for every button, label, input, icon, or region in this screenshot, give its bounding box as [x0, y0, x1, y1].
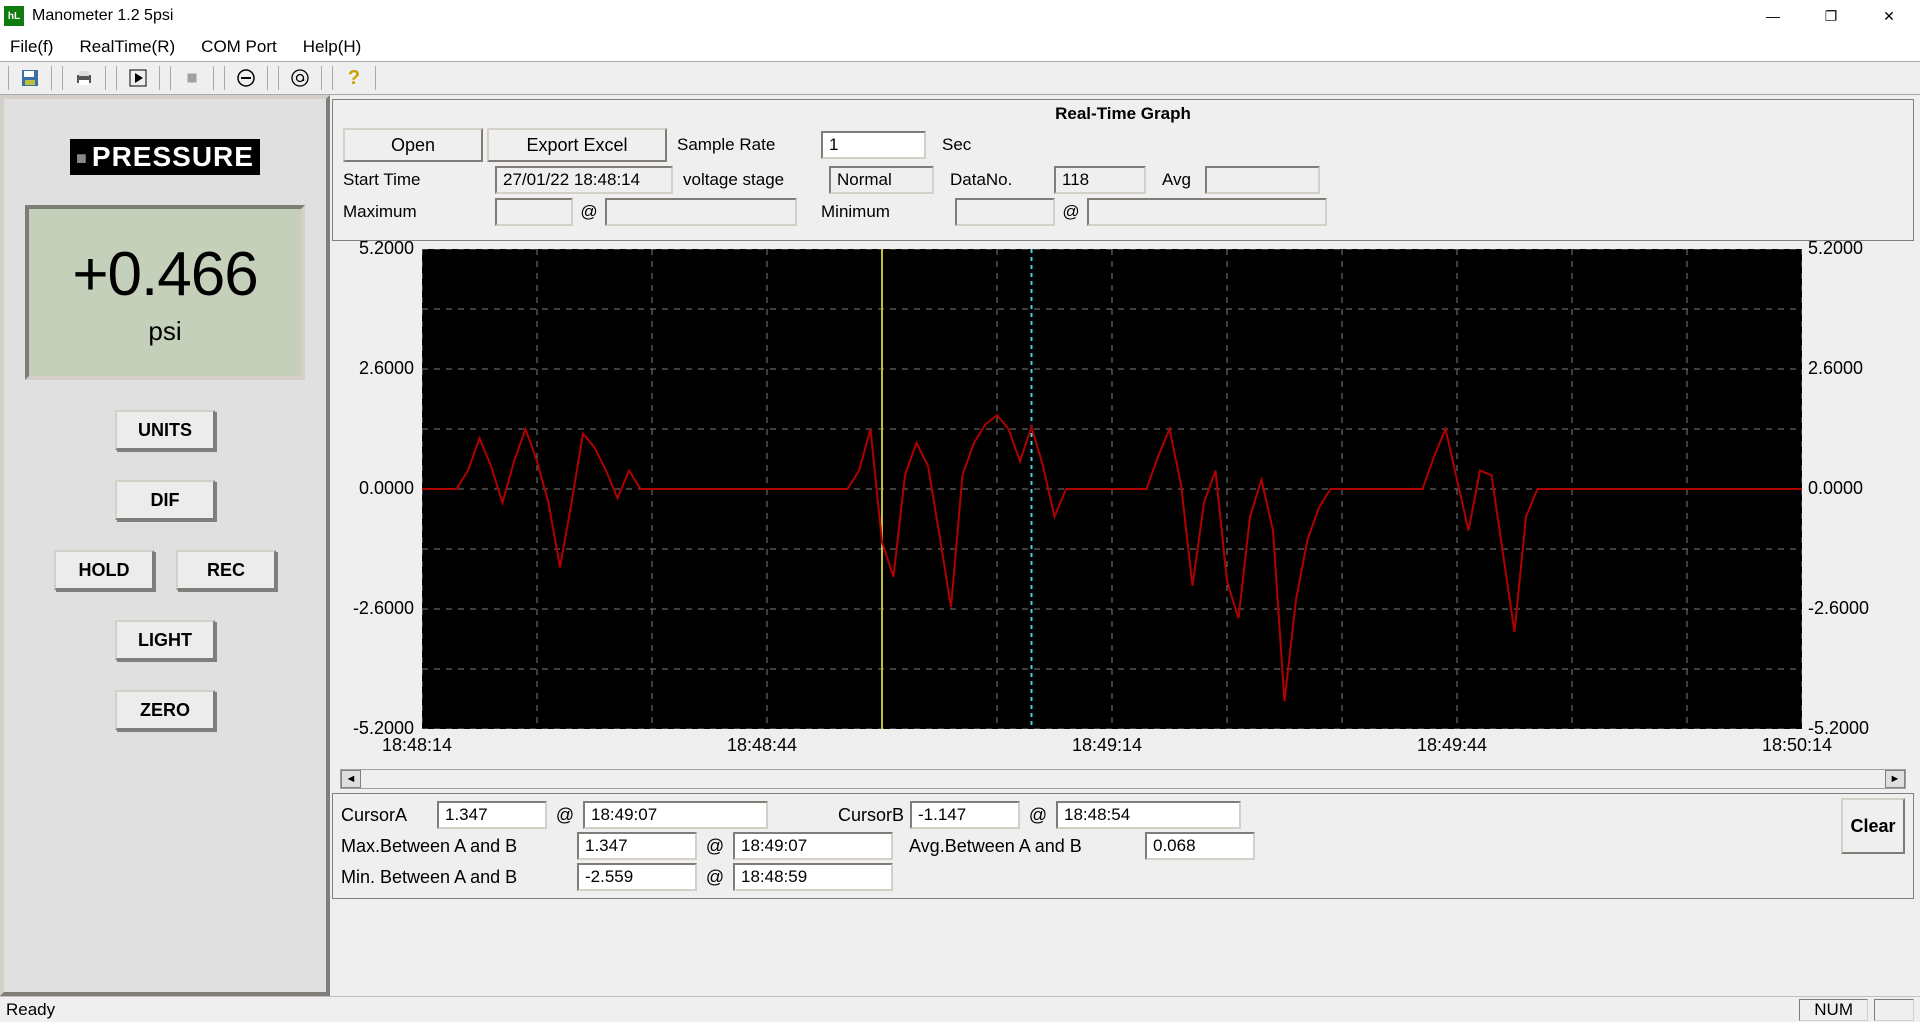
voltage-stage-label: voltage stage — [683, 170, 825, 190]
minus-circle-icon[interactable] — [231, 65, 261, 91]
save-icon[interactable] — [15, 65, 45, 91]
at-symbol-max: @ — [703, 836, 727, 857]
chart-scrollbar[interactable]: ◄ ► — [340, 769, 1906, 789]
lcd-unit: psi — [148, 316, 181, 347]
lcd-value: +0.466 — [72, 239, 257, 310]
units-button[interactable]: UNITS — [115, 410, 215, 450]
max-between-value — [577, 832, 697, 860]
cursorB-time — [1056, 801, 1241, 829]
help-icon[interactable]: ? — [339, 65, 369, 91]
maximum-label: Maximum — [343, 202, 491, 222]
maximum-value — [495, 198, 573, 226]
start-time-label: Start Time — [343, 170, 491, 190]
light-button[interactable]: LIGHT — [115, 620, 215, 660]
at-symbol-2: @ — [1059, 202, 1083, 222]
avg-between-value — [1145, 832, 1255, 860]
statusbar: Ready NUM — [0, 996, 1920, 1022]
voltage-stage-field — [829, 166, 934, 194]
maximum-at — [605, 198, 797, 226]
play-icon[interactable] — [123, 65, 153, 91]
status-empty — [1874, 999, 1914, 1021]
minimum-label: Minimum — [821, 202, 951, 222]
datano-field — [1054, 166, 1146, 194]
window-title: Manometer 1.2 5psi — [32, 7, 173, 25]
dif-button[interactable]: DIF — [115, 480, 215, 520]
menubar: File(f) RealTime(R) COM Port Help(H) — [0, 33, 1920, 61]
minimum-at — [1087, 198, 1327, 226]
scroll-right-icon[interactable]: ► — [1885, 770, 1905, 788]
avg-field — [1205, 166, 1320, 194]
toolbar: ? — [0, 61, 1920, 95]
menu-file[interactable]: File(f) — [6, 35, 57, 59]
menu-comport[interactable]: COM Port — [197, 35, 281, 59]
scroll-left-icon[interactable]: ◄ — [341, 770, 361, 788]
avg-label: Avg — [1162, 170, 1191, 190]
pressure-label: PRESSURE — [70, 139, 260, 175]
app-icon: hL — [4, 6, 24, 26]
chart[interactable]: 5.20005.20002.60002.60000.00000.0000-2.6… — [332, 245, 1914, 763]
clear-button[interactable]: Clear — [1841, 798, 1905, 854]
max-between-label: Max.Between A and B — [341, 836, 571, 857]
min-between-value — [577, 863, 697, 891]
print-icon[interactable] — [69, 65, 99, 91]
cursorB-value — [910, 801, 1020, 829]
graph-title: Real-Time Graph — [343, 104, 1903, 124]
maximize-button[interactable]: ❐ — [1802, 0, 1860, 33]
lcd-display: +0.466 psi — [25, 205, 305, 380]
at-icon[interactable] — [285, 65, 315, 91]
cursorA-value — [437, 801, 547, 829]
cursorA-time — [583, 801, 768, 829]
cursorB-label: CursorB — [794, 805, 904, 826]
close-button[interactable]: ✕ — [1860, 0, 1918, 33]
sample-rate-unit: Sec — [942, 135, 971, 155]
at-symbol-1: @ — [577, 202, 601, 222]
sample-rate-input[interactable] — [821, 131, 926, 159]
status-num: NUM — [1799, 999, 1868, 1021]
gauge-panel: PRESSURE +0.466 psi UNITS DIF HOLD REC L… — [0, 95, 330, 996]
at-symbol-a: @ — [553, 805, 577, 826]
hold-button[interactable]: HOLD — [54, 550, 154, 590]
cursor-groupbox: CursorA @ CursorB @ Max.Between A and B … — [332, 793, 1914, 899]
datano-label: DataNo. — [950, 170, 1050, 190]
at-symbol-b: @ — [1026, 805, 1050, 826]
export-excel-button[interactable]: Export Excel — [487, 128, 667, 162]
open-button[interactable]: Open — [343, 128, 483, 162]
min-between-time — [733, 863, 893, 891]
realtime-groupbox: Real-Time Graph Open Export Excel Sample… — [332, 99, 1914, 241]
at-symbol-min: @ — [703, 867, 727, 888]
max-between-time — [733, 832, 893, 860]
main-area: PRESSURE +0.466 psi UNITS DIF HOLD REC L… — [0, 95, 1920, 996]
status-ready: Ready — [6, 1000, 55, 1020]
menu-realtime[interactable]: RealTime(R) — [75, 35, 179, 59]
rec-button[interactable]: REC — [176, 550, 276, 590]
menu-help[interactable]: Help(H) — [299, 35, 366, 59]
titlebar: hL Manometer 1.2 5psi — ❐ ✕ — [0, 0, 1920, 33]
start-time-field — [495, 166, 673, 194]
avg-between-label: Avg.Between A and B — [909, 836, 1139, 857]
cursorA-label: CursorA — [341, 805, 431, 826]
minimize-button[interactable]: — — [1744, 0, 1802, 33]
sample-rate-label: Sample Rate — [677, 135, 817, 155]
min-between-label: Min. Between A and B — [341, 867, 571, 888]
minimum-value — [955, 198, 1055, 226]
zero-button[interactable]: ZERO — [115, 690, 215, 730]
stop-icon — [177, 65, 207, 91]
right-panel: Real-Time Graph Open Export Excel Sample… — [330, 95, 1920, 996]
